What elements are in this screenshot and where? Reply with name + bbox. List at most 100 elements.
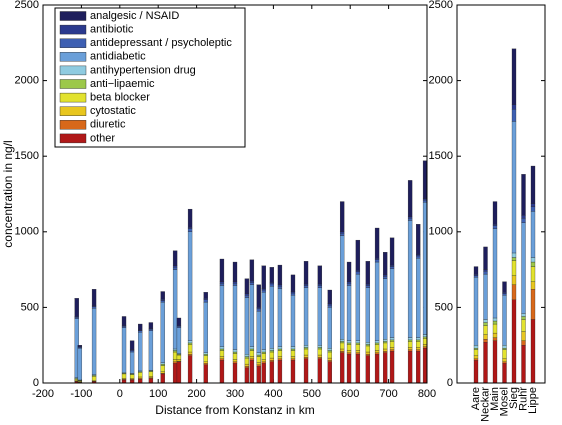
bar-segment [521,222,526,314]
bar-segment [317,348,323,356]
bar-segment [365,283,371,286]
bar-segment [473,348,479,350]
bar-segment [176,326,182,328]
bar-segment [203,299,208,303]
bar-segment [232,353,238,360]
bar-segment [219,356,225,359]
bar-segment [261,289,266,293]
bar-segment [187,227,193,229]
bar-segment [203,363,208,366]
bar-segment [492,317,498,322]
bar-segment [346,261,352,282]
bar-segment [416,351,421,384]
bar-segment [365,345,371,353]
bar-segment [172,265,178,268]
bar-segment [232,283,238,286]
bar-segment [91,306,97,309]
bar-segment [219,358,225,361]
bar-segment [203,352,208,355]
bar-segment [511,109,517,122]
bar-segment [422,336,428,339]
bar-segment [269,283,275,287]
bar-segment [148,322,154,329]
bar-segment [303,345,309,348]
bar-segment [389,337,395,341]
bar-segment [129,374,135,379]
bar-segment [249,346,255,350]
bar-segment [219,348,225,351]
bar-segment [232,351,238,354]
bar-segment [355,239,361,271]
bar-segment [172,269,178,350]
bar-segment [77,348,83,381]
bar-segment [416,258,421,338]
bar-segment [290,350,296,357]
bar-segment [317,287,323,346]
bar-segment [129,350,135,353]
bar-segment [530,211,536,258]
bar-segment [261,349,266,353]
bar-segment [339,339,345,342]
bar-segment [219,283,225,286]
bar-segment [121,316,127,326]
bar-segment [389,268,395,338]
bar-segment [389,347,395,350]
bar-segment [327,351,332,359]
bar-segment [355,342,361,345]
bar-segment [232,261,238,282]
bar-segment [303,285,309,288]
bar-segment [374,259,380,263]
bar-segment [407,180,413,217]
bar-segment [244,295,250,298]
bar-segment [346,342,352,345]
bar-segment [416,337,421,341]
y-tick-label: 500 [435,301,453,313]
bar-segment [511,252,517,258]
bar-segment [511,275,517,285]
bar-segment [365,261,371,285]
bar-segment [511,104,517,110]
bar-segment [269,282,275,285]
bar-segment [261,351,266,354]
bar-segment [290,356,296,359]
bar-segment [339,235,345,340]
bar-segment [277,358,283,361]
bar-segment [317,357,323,359]
bar-segment [416,347,421,350]
bar-segment [389,339,395,342]
bar-segment [244,278,250,294]
x-tick-label: -100 [70,388,92,400]
y-tick-label: 0 [33,377,39,389]
bar-segment [492,320,498,325]
x-tick-label: Mosel [498,387,510,416]
bar-segment [256,366,261,384]
bar-segment [244,366,250,369]
bar-segment [172,363,178,384]
bar-segment [160,301,165,363]
bar-segment [416,254,421,257]
bar-segment [502,281,507,293]
bar-segment [303,348,309,356]
legend-swatch [59,133,87,144]
bar-segment [339,342,345,350]
bar-segment [249,348,255,351]
bar-segment [416,341,421,348]
y-tick-label: 2000 [15,75,39,87]
bar-segment [317,354,323,358]
bar-segment [303,347,309,350]
bar-segment [249,259,255,282]
legend-label: diuretic [90,119,126,131]
bar-segment [502,345,507,349]
bar-segment [74,317,79,319]
bar-segment [203,354,208,356]
bar-segment [244,354,250,357]
bar-segment [530,257,536,263]
bar-segment [219,258,225,282]
bar-segment [407,218,413,221]
legend-label: anti−lipaemic [90,78,155,90]
bar-segment [530,261,536,267]
bar-segment [91,376,97,381]
bar-segment [407,341,413,348]
legend-label: beta blocker [90,92,150,104]
legend-swatch [59,79,87,89]
